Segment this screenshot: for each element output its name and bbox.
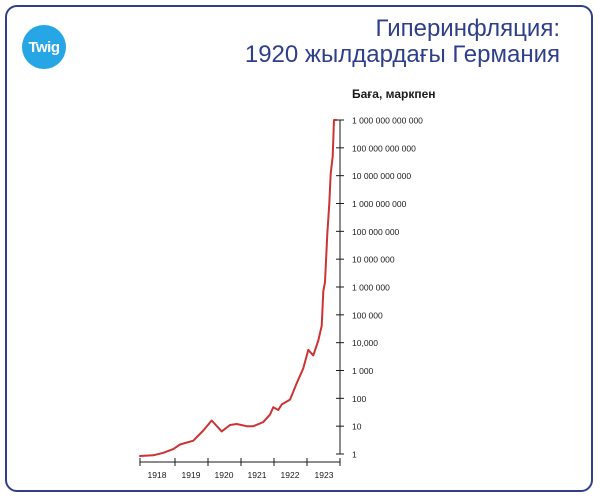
y-tick-label: 10,000 bbox=[352, 338, 378, 348]
x-tick-label: 1918 bbox=[148, 470, 167, 480]
y-tick-label: 100 000 000 000 bbox=[352, 143, 416, 153]
y-tick-label: 10 000 000 000 bbox=[352, 171, 411, 181]
logo-text: Twig bbox=[28, 38, 60, 56]
y-tick-label: 1 bbox=[352, 450, 357, 460]
card-frame bbox=[5, 5, 593, 492]
y-tick-label: 100 000 000 bbox=[352, 227, 400, 237]
y-tick-label: 100 bbox=[352, 394, 366, 404]
chart-title: Гиперинфляция: 1920 жылдардағы Германия bbox=[245, 16, 560, 68]
x-tick-label: 1919 bbox=[182, 470, 201, 480]
title-line-2: 1920 жылдардағы Германия bbox=[244, 41, 560, 68]
y-tick-label: 10 000 000 bbox=[352, 255, 395, 265]
x-tick-label: 1922 bbox=[281, 470, 300, 480]
x-tick-label: 1921 bbox=[248, 470, 267, 480]
y-tick-label: 1 000 bbox=[352, 366, 374, 376]
y-tick-label: 1 000 000 bbox=[352, 283, 390, 293]
y-tick-label: 100 000 bbox=[352, 310, 383, 320]
y-tick-label: 10 bbox=[352, 422, 362, 432]
title-line-1: Гиперинфляция: bbox=[375, 15, 560, 42]
twig-logo: Twig bbox=[22, 25, 66, 69]
x-tick-label: 1923 bbox=[315, 470, 334, 480]
price-line-series bbox=[139, 119, 338, 457]
x-tick-label: 1920 bbox=[215, 470, 234, 480]
y-axis-label: Баға, маркпен bbox=[352, 87, 436, 101]
y-tick-label: 1 000 000 000 000 bbox=[352, 116, 423, 126]
y-tick-label: 1 000 000 000 bbox=[352, 199, 407, 209]
